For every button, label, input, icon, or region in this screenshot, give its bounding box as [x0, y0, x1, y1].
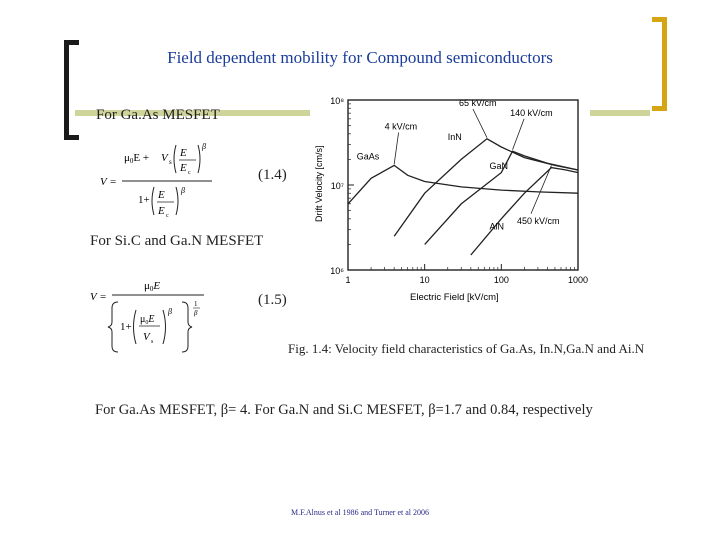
- svg-text:V: V: [100, 176, 108, 188]
- svg-text:s: s: [151, 339, 154, 345]
- series-label-gaas: GaAs: [357, 151, 380, 161]
- svg-text:1+: 1+: [138, 194, 150, 206]
- x-tick-label: 1: [345, 275, 350, 285]
- equation-1-4-label: (1.4): [258, 167, 287, 183]
- gaas-heading: For Ga.As MESFET: [96, 107, 220, 123]
- svg-text:=: =: [100, 291, 106, 303]
- annotation-arrow: [530, 165, 552, 214]
- peak-annotation: 4 kV/cm: [385, 121, 418, 131]
- annotation-arrow: [512, 118, 525, 150]
- peak-annotation: 140 kV/cm: [510, 108, 553, 118]
- peak-annotation: 65 kV/cm: [459, 98, 497, 108]
- chart-x-axis-label: Electric Field [kV/cm]: [410, 292, 499, 303]
- svg-text:E: E: [157, 189, 165, 201]
- svg-text:E: E: [157, 205, 165, 217]
- x-tick-label: 1000: [568, 275, 588, 285]
- svg-text:V: V: [143, 331, 151, 343]
- beta-values-note: For Ga.As MESFET, β= 4. For Ga.N and Si.…: [95, 402, 593, 418]
- svg-text:β: β: [167, 307, 172, 316]
- series-label-inn: InN: [448, 132, 462, 142]
- svg-text:V: V: [161, 152, 169, 164]
- accent-bar-right: [590, 110, 650, 116]
- series-label-aln: AlN: [489, 221, 504, 231]
- svg-text:1+: 1+: [120, 321, 132, 333]
- slide-title: Field dependent mobility for Compound se…: [167, 48, 553, 67]
- y-tick-label: 10⁶: [330, 266, 344, 276]
- svg-text:1: 1: [194, 300, 198, 308]
- svg-text:E: E: [179, 162, 187, 174]
- series-label-gan: GaN: [489, 161, 508, 171]
- svg-text:β: β: [180, 186, 185, 195]
- accent-bar-left: [75, 110, 310, 116]
- x-tick-label: 100: [494, 275, 509, 285]
- svg-text:μ0E: μ0E: [144, 280, 160, 293]
- chart-y-axis-label: Drift Velocity [cm/s]: [314, 145, 324, 222]
- svg-text:E: E: [179, 147, 187, 159]
- annotation-arrow: [472, 108, 488, 138]
- annotation-arrow: [393, 132, 399, 165]
- svg-text:=: =: [110, 176, 116, 188]
- svg-text:c: c: [188, 170, 191, 176]
- svg-text:V: V: [90, 291, 98, 303]
- right-bracket-decoration: [652, 17, 667, 111]
- svg-text:μ0E: μ0E: [140, 314, 154, 326]
- left-bracket-decoration: [64, 40, 79, 140]
- svg-text:β: β: [193, 309, 198, 317]
- svg-text:c: c: [166, 213, 169, 219]
- x-tick-label: 10: [420, 275, 430, 285]
- svg-text:μ0E +: μ0E +: [124, 152, 149, 165]
- svg-text:β: β: [201, 142, 206, 151]
- equation-1-5-label: (1.5): [258, 292, 287, 308]
- y-tick-label: 10⁷: [331, 181, 344, 191]
- figure-caption: Fig. 1.4: Velocity field characteristics…: [288, 341, 645, 356]
- peak-annotation: 450 kV/cm: [517, 216, 560, 226]
- y-tick-label: 10⁸: [330, 96, 344, 106]
- sic-gan-heading: For Si.C and Ga.N MESFET: [90, 233, 264, 249]
- velocity-field-chart: 1 10 100 1000 10⁶ 10⁷ 10⁸ GaAs InN GaN AlN 4 kV/c…: [310, 92, 590, 317]
- series-line-aln: [470, 166, 579, 256]
- svg-text:s: s: [169, 158, 172, 166]
- references-footer: M.F.Alnus et al 1986 and Turner et al 20…: [290, 508, 430, 517]
- series-line-gan: [424, 150, 579, 245]
